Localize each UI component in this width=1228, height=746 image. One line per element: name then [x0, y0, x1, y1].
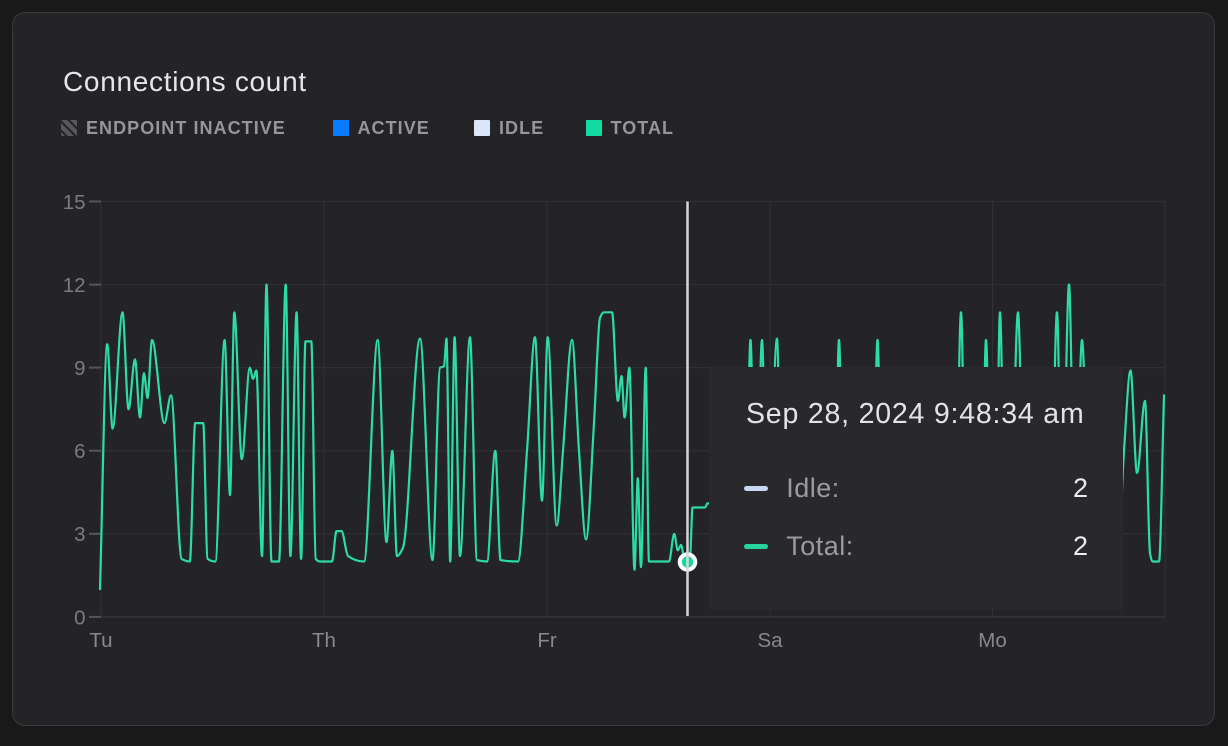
svg-text:Fr: Fr	[537, 629, 557, 652]
svg-text:9: 9	[74, 357, 85, 380]
svg-text:Sa: Sa	[757, 629, 783, 652]
svg-text:0: 0	[74, 606, 85, 629]
svg-text:Tu: Tu	[89, 629, 112, 652]
svg-text:Mo: Mo	[978, 629, 1006, 652]
svg-text:12: 12	[63, 274, 86, 297]
svg-text:15: 15	[63, 191, 86, 214]
svg-text:6: 6	[74, 440, 85, 463]
svg-text:Th: Th	[312, 629, 336, 652]
svg-text:3: 3	[74, 523, 85, 546]
